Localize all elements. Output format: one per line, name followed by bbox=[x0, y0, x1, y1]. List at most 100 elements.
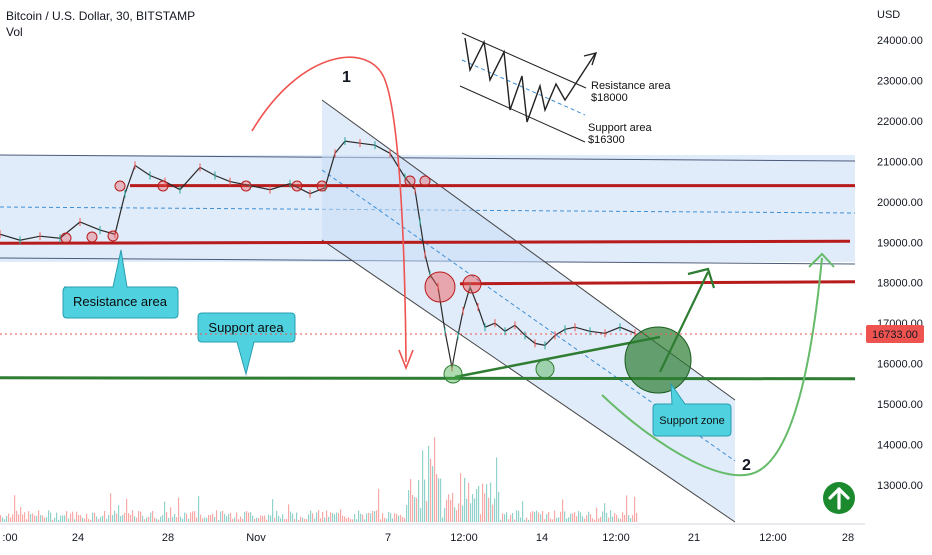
volume-bar bbox=[494, 498, 496, 522]
volume-bar bbox=[574, 512, 576, 522]
volume-bar bbox=[204, 517, 206, 522]
volume-bar bbox=[284, 519, 286, 522]
volume-bar bbox=[262, 516, 264, 522]
volume-bar bbox=[246, 511, 248, 522]
x-tick-label: Nov bbox=[246, 532, 266, 544]
volume-bar bbox=[258, 517, 260, 522]
volume-bar bbox=[632, 515, 634, 522]
volume-bar bbox=[598, 518, 600, 522]
volume-bar bbox=[80, 515, 82, 522]
volume-bar bbox=[102, 515, 104, 522]
volume-bar bbox=[584, 518, 586, 522]
volume-bar bbox=[226, 516, 228, 522]
volume-bar bbox=[180, 516, 182, 522]
volume-bar bbox=[30, 513, 32, 522]
touch-marker-red bbox=[419, 175, 431, 187]
x-tick-label: 12:00 bbox=[450, 532, 478, 544]
volume-bar bbox=[18, 514, 20, 522]
volume-bar bbox=[208, 515, 210, 522]
volume-bar bbox=[412, 494, 414, 522]
touch-marker-green bbox=[443, 364, 463, 384]
volume-bar bbox=[426, 501, 428, 522]
volume-bar bbox=[538, 512, 540, 522]
support-callout bbox=[197, 312, 296, 376]
volume-bar bbox=[306, 519, 308, 522]
volume-bar bbox=[386, 518, 388, 522]
volume-bar bbox=[244, 511, 246, 522]
volume-bar bbox=[260, 515, 262, 522]
volume-bar bbox=[410, 478, 412, 522]
volume-bar bbox=[366, 513, 368, 522]
volume-bar bbox=[396, 513, 398, 522]
volume-bar bbox=[318, 510, 320, 522]
volume-bar bbox=[400, 514, 402, 522]
volume-bar bbox=[634, 496, 636, 522]
y-tick-label: 22000.00 bbox=[877, 116, 923, 128]
volume-bar bbox=[444, 508, 446, 522]
volume-bar bbox=[272, 499, 274, 522]
volume-bar bbox=[580, 512, 582, 522]
volume-bar bbox=[636, 512, 638, 522]
volume-bar bbox=[56, 512, 58, 522]
y-tick-label: 14000.00 bbox=[877, 440, 923, 452]
x-tick-label: 28 bbox=[162, 532, 174, 544]
volume-bar bbox=[470, 503, 472, 522]
volume-bar bbox=[60, 515, 62, 522]
volume-bar bbox=[292, 513, 294, 522]
volume-bar bbox=[98, 519, 100, 522]
volume-bar bbox=[572, 513, 574, 522]
volume-bar bbox=[546, 514, 548, 522]
volume-bar bbox=[512, 513, 514, 522]
volume-bar bbox=[62, 515, 64, 522]
volume-bar bbox=[198, 496, 200, 522]
volume-bar bbox=[436, 474, 438, 522]
volume-bar bbox=[532, 511, 534, 522]
volume-bar bbox=[164, 501, 166, 522]
volume-bar bbox=[148, 516, 150, 522]
volume-bar bbox=[108, 515, 110, 522]
volume-bar bbox=[628, 515, 630, 522]
volume-bar bbox=[368, 512, 370, 522]
volume-bar bbox=[2, 517, 4, 522]
volume-bar bbox=[350, 518, 352, 522]
resistance-callout bbox=[62, 249, 179, 319]
support-zone-circle bbox=[624, 326, 692, 394]
volume-bar bbox=[336, 512, 338, 522]
touch-marker-red bbox=[60, 232, 72, 244]
volume-bar bbox=[144, 519, 146, 522]
volume-bar bbox=[238, 519, 240, 522]
volume-bar bbox=[322, 512, 324, 522]
volume-bar bbox=[126, 498, 128, 522]
volume-bar bbox=[552, 519, 554, 522]
touch-marker-red bbox=[240, 180, 252, 192]
volume-bar bbox=[548, 511, 550, 522]
volume-bar bbox=[86, 513, 88, 522]
volume-bar bbox=[278, 515, 280, 522]
volume-bar bbox=[442, 517, 444, 522]
volume-bar bbox=[142, 515, 144, 522]
volume-bar bbox=[382, 513, 384, 522]
volume-bar bbox=[398, 515, 400, 522]
x-tick-label: 12:00 bbox=[759, 532, 787, 544]
volume-bar bbox=[624, 514, 626, 522]
volume-bar bbox=[78, 515, 80, 522]
volume-bar bbox=[188, 518, 190, 522]
volume-bar bbox=[266, 519, 268, 522]
volume-bar bbox=[228, 514, 230, 522]
current-price-label: 16733.00 bbox=[872, 329, 918, 341]
volume-bar bbox=[192, 511, 194, 522]
price-axis-bg bbox=[865, 0, 932, 550]
volume-bar bbox=[310, 510, 312, 522]
volume-bar bbox=[610, 510, 612, 522]
volume-bar bbox=[558, 517, 560, 522]
volume-bar bbox=[356, 519, 358, 522]
volume-bar bbox=[20, 507, 22, 522]
volume-bar bbox=[210, 515, 212, 522]
volume-bar bbox=[540, 514, 542, 522]
currency-label: USD bbox=[877, 9, 900, 21]
volume-bar bbox=[178, 497, 180, 522]
volume-bar bbox=[114, 510, 116, 522]
y-tick-label: 23000.00 bbox=[877, 75, 923, 87]
